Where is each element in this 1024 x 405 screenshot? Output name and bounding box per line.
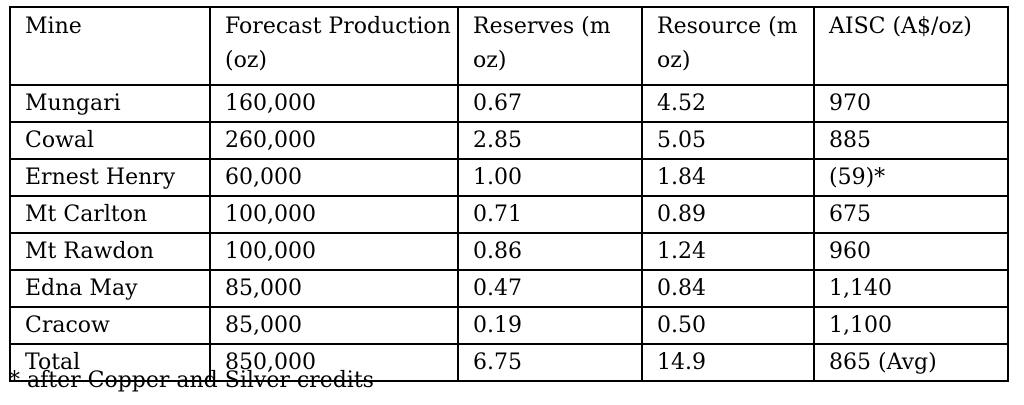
table-row: Mungari 160,000 0.67 4.52 970	[9, 84, 1009, 123]
aisc-cell: 885	[813, 121, 1009, 160]
reserves-cell: 6.75	[457, 343, 643, 382]
table-body: Mine Forecast Production (oz) Reserves (…	[9, 6, 1009, 382]
table-row: Cracow 85,000 0.19 0.50 1,100	[9, 306, 1009, 345]
footnote: * after Copper and Silver credits	[9, 368, 374, 393]
forecast-production-cell: 100,000	[209, 195, 459, 234]
aisc-cell: 865 (Avg)	[813, 343, 1009, 382]
table-row: Ernest Henry 60,000 1.00 1.84 (59)*	[9, 158, 1009, 197]
resource-cell: 4.52	[641, 84, 815, 123]
resource-cell: 0.50	[641, 306, 815, 345]
mine-cell: Cracow	[9, 306, 211, 345]
forecast-production-cell: 85,000	[209, 269, 459, 308]
reserves-cell: 2.85	[457, 121, 643, 160]
aisc-cell: 675	[813, 195, 1009, 234]
aisc-cell: 960	[813, 232, 1009, 271]
header-forecast-production: Forecast Production (oz)	[209, 6, 459, 86]
forecast-production-cell: 260,000	[209, 121, 459, 160]
table-row: Mt Rawdon 100,000 0.86 1.24 960	[9, 232, 1009, 271]
forecast-production-cell: 160,000	[209, 84, 459, 123]
reserves-cell: 1.00	[457, 158, 643, 197]
mine-cell: Mt Carlton	[9, 195, 211, 234]
resource-cell: 14.9	[641, 343, 815, 382]
mine-cell: Mungari	[9, 84, 211, 123]
mine-cell: Ernest Henry	[9, 158, 211, 197]
forecast-production-cell: 100,000	[209, 232, 459, 271]
table-row: Mt Carlton 100,000 0.71 0.89 675	[9, 195, 1009, 234]
resource-cell: 1.24	[641, 232, 815, 271]
reserves-cell: 0.47	[457, 269, 643, 308]
resource-cell: 0.84	[641, 269, 815, 308]
total-row: Total 850,000 6.75 14.9 865 (Avg)	[9, 343, 1009, 382]
forecast-production-cell: 850,000	[209, 343, 459, 382]
mine-cell: Total	[9, 343, 211, 382]
table-row: Cowal 260,000 2.85 5.05 885	[9, 121, 1009, 160]
header-row: Mine Forecast Production (oz) Reserves (…	[9, 6, 1009, 86]
resource-cell: 1.84	[641, 158, 815, 197]
reserves-cell: 0.67	[457, 84, 643, 123]
header-aisc: AISC (A$/oz)	[813, 6, 1009, 86]
forecast-production-cell: 85,000	[209, 306, 459, 345]
aisc-cell: 1,140	[813, 269, 1009, 308]
mine-cell: Mt Rawdon	[9, 232, 211, 271]
resource-cell: 5.05	[641, 121, 815, 160]
aisc-cell: 970	[813, 84, 1009, 123]
mines-table: Mine Forecast Production (oz) Reserves (…	[9, 6, 1009, 382]
reserves-cell: 0.86	[457, 232, 643, 271]
mine-cell: Cowal	[9, 121, 211, 160]
aisc-cell: 1,100	[813, 306, 1009, 345]
header-mine: Mine	[9, 6, 211, 86]
aisc-cell: (59)*	[813, 158, 1009, 197]
table-row: Edna May 85,000 0.47 0.84 1,140	[9, 269, 1009, 308]
reserves-cell: 0.71	[457, 195, 643, 234]
forecast-production-cell: 60,000	[209, 158, 459, 197]
reserves-cell: 0.19	[457, 306, 643, 345]
header-reserves: Reserves (m oz)	[457, 6, 643, 86]
resource-cell: 0.89	[641, 195, 815, 234]
mine-cell: Edna May	[9, 269, 211, 308]
header-resource: Resource (m oz)	[641, 6, 815, 86]
